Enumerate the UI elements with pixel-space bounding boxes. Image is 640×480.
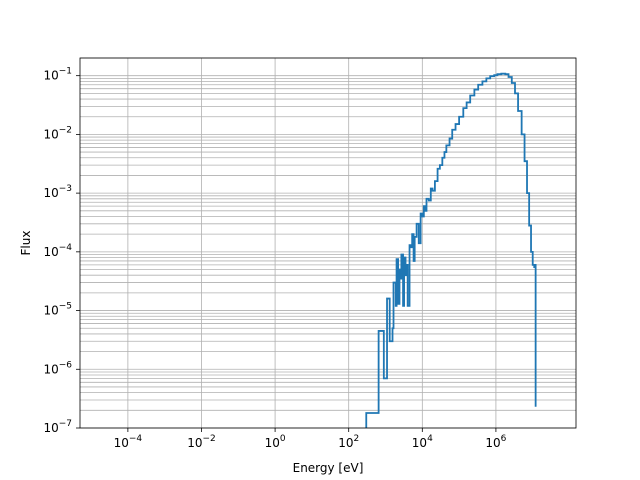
y-axis-label: Flux <box>19 231 33 256</box>
x-axis-ticks: 10−4 10−2 100 102 104 106 <box>114 428 507 450</box>
flux-series-line <box>365 72 537 428</box>
plot-area <box>80 58 576 428</box>
x-axis-label: Energy [eV] <box>293 461 364 475</box>
plot-frame <box>79 57 577 429</box>
grid <box>80 57 576 429</box>
series-layer <box>365 72 537 428</box>
